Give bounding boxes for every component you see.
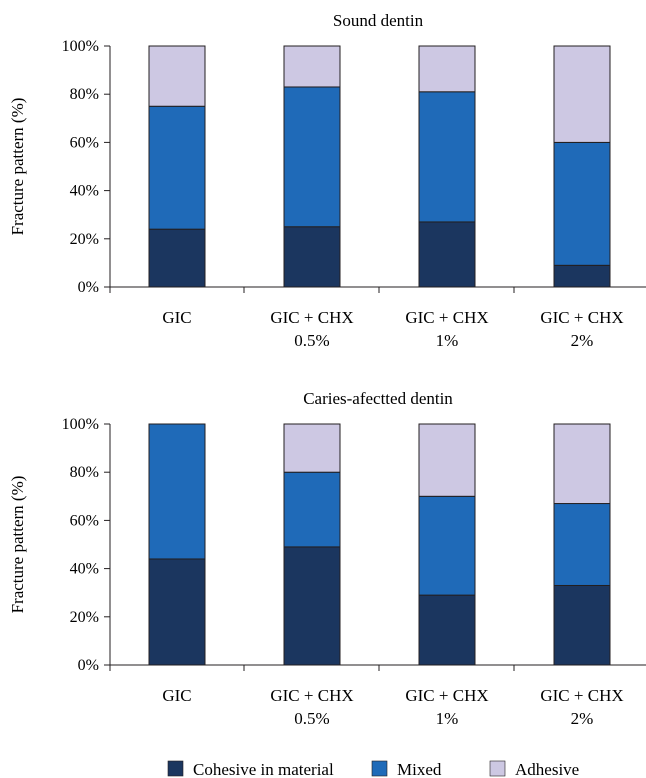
y-tick-label: 20% — [70, 231, 99, 248]
bar-cohesive — [284, 227, 340, 287]
y-tick-label: 100% — [62, 38, 99, 55]
bar-mixed — [149, 424, 205, 559]
chart-title: Caries-afectted dentin — [303, 389, 453, 408]
chart-panel-1: Sound dentin Fracture pattern (%) GIC GIC +… — [8, 11, 646, 350]
category-label: GIC + CHX — [540, 686, 623, 705]
category-label: 2% — [571, 709, 594, 728]
legend-label: Adhesive — [515, 760, 579, 778]
bar-adhesive — [419, 424, 475, 496]
bar-mixed — [419, 92, 475, 222]
category-label: GIC + CHX — [405, 686, 488, 705]
y-tick-label: 60% — [70, 512, 99, 529]
y-tick-label: 0% — [78, 279, 99, 296]
legend-swatch — [372, 761, 387, 776]
category-label: 0.5% — [294, 331, 329, 350]
bar-mixed — [554, 142, 610, 265]
bar-mixed — [419, 496, 475, 595]
legend-swatch — [490, 761, 505, 776]
y-axis-label: Fracture pattern (%) — [8, 98, 27, 236]
legend-swatch — [168, 761, 183, 776]
y-tick-label: 80% — [70, 86, 99, 103]
y-tick-label: 40% — [70, 561, 99, 578]
legend-label: Mixed — [397, 760, 442, 778]
bar-cohesive — [284, 547, 340, 665]
y-tick-label: 0% — [78, 657, 99, 674]
category-label: GIC — [162, 686, 191, 705]
legend: Cohesive in material Mixed Adhesive — [168, 760, 579, 778]
y-tick-label: 80% — [70, 464, 99, 481]
category-label: 1% — [436, 709, 459, 728]
legend-label: Cohesive in material — [193, 760, 334, 778]
bar-adhesive — [419, 46, 475, 92]
y-tick-label: 100% — [62, 416, 99, 433]
bar-mixed — [284, 472, 340, 547]
category-label: GIC + CHX — [540, 308, 623, 327]
bar-adhesive — [554, 424, 610, 504]
y-tick-label: 20% — [70, 609, 99, 626]
category-label: GIC + CHX — [270, 308, 353, 327]
category-label: GIC + CHX — [270, 686, 353, 705]
bar-mixed — [149, 106, 205, 229]
bar-cohesive — [149, 229, 205, 287]
bar-cohesive — [419, 222, 475, 287]
chart-panel-2: Caries-afectted dentin Fracture pattern (… — [8, 389, 646, 728]
bar-cohesive — [554, 265, 610, 287]
bar-mixed — [284, 87, 340, 227]
bar-cohesive — [554, 585, 610, 665]
chart-title: Sound dentin — [333, 11, 424, 30]
y-tick-label: 60% — [70, 134, 99, 151]
bar-cohesive — [149, 559, 205, 665]
y-axis-label: Fracture pattern (%) — [8, 476, 27, 614]
bar-cohesive — [419, 595, 475, 665]
category-label: GIC + CHX — [405, 308, 488, 327]
category-label: 2% — [571, 331, 594, 350]
bar-mixed — [554, 504, 610, 586]
bar-adhesive — [284, 424, 340, 472]
bar-adhesive — [554, 46, 610, 142]
category-label: GIC — [162, 308, 191, 327]
category-label: 1% — [436, 331, 459, 350]
category-label: 0.5% — [294, 709, 329, 728]
y-tick-label: 40% — [70, 183, 99, 200]
bar-adhesive — [149, 46, 205, 106]
bar-adhesive — [284, 46, 340, 87]
